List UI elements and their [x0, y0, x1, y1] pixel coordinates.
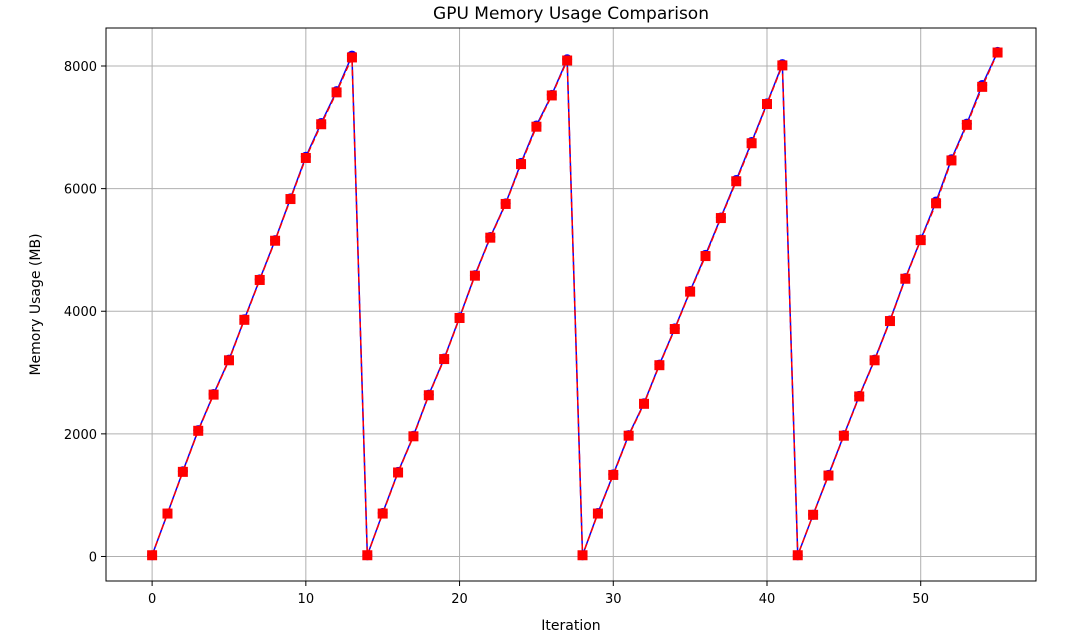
- x-tick-label: 20: [451, 592, 468, 607]
- series-2-point: [239, 314, 250, 325]
- series-2-point: [639, 398, 650, 409]
- series-2-point: [254, 274, 265, 285]
- series-2-point: [346, 52, 357, 63]
- series-2-point: [408, 431, 419, 442]
- y-tick-label: 4000: [64, 305, 97, 320]
- series-2-point: [746, 138, 757, 149]
- series-2-point: [439, 354, 450, 365]
- series-2-point: [300, 152, 311, 163]
- series-2-point: [592, 508, 603, 519]
- series-2-point: [777, 60, 788, 71]
- series-2-point: [270, 235, 281, 246]
- series-2-point: [854, 391, 865, 402]
- y-tick-label: 2000: [64, 428, 97, 443]
- x-tick-label: 50: [912, 592, 929, 607]
- series-2-point: [992, 47, 1003, 58]
- series-2-point: [685, 286, 696, 297]
- series-2-point: [393, 467, 404, 478]
- series-2-point: [362, 550, 373, 561]
- series-2-point: [485, 232, 496, 243]
- chart-title: GPU Memory Usage Comparison: [433, 4, 709, 24]
- x-axis-label: Iteration: [541, 618, 600, 634]
- series-2-point: [761, 99, 772, 110]
- series-2-point: [623, 430, 634, 441]
- y-tick-label: 6000: [64, 183, 97, 198]
- series-2-point: [577, 550, 588, 561]
- series-2-point: [516, 159, 527, 170]
- series-2-point: [377, 508, 388, 519]
- series-2-point: [562, 55, 573, 66]
- series-2-point: [500, 198, 511, 209]
- series-2-point: [531, 121, 542, 132]
- x-tick-label: 0: [148, 592, 156, 607]
- series-2-point: [162, 508, 173, 519]
- series-2-point: [915, 235, 926, 246]
- series-2-point: [208, 389, 219, 400]
- grid: [106, 28, 1036, 581]
- series-2-point: [654, 360, 665, 371]
- series-2-point: [731, 176, 742, 187]
- series-2-point: [931, 198, 942, 209]
- series-2-point: [946, 155, 957, 166]
- y-tick-label: 0: [89, 550, 97, 565]
- series-2-point: [715, 213, 726, 224]
- series-2-line: [151, 52, 999, 556]
- series-2-point: [469, 270, 480, 281]
- series-2-point: [792, 550, 803, 561]
- x-tick-label: 10: [298, 592, 315, 607]
- y-tick-label: 8000: [64, 60, 97, 75]
- series-2-point: [869, 355, 880, 366]
- series-2-point: [193, 425, 204, 436]
- series-2-point: [454, 312, 465, 323]
- series-2-point: [223, 355, 234, 366]
- series-2-point: [177, 466, 188, 477]
- y-axis-label: Memory Usage (MB): [28, 233, 44, 375]
- series-2-point: [669, 324, 680, 335]
- plot-frame: [105, 27, 1037, 582]
- series-2-point: [977, 81, 988, 92]
- x-tick-label: 40: [759, 592, 776, 607]
- series-2-point: [838, 430, 849, 441]
- series-2-point: [285, 194, 296, 205]
- series-layer: [147, 46, 1003, 561]
- series-2-point: [423, 390, 434, 401]
- series-2-point: [884, 316, 895, 327]
- ticks: 0 10 20 30 40 50 0 2000 4000 6000 8000: [64, 60, 929, 607]
- series-2-point: [961, 119, 972, 130]
- series-2-point: [700, 251, 711, 262]
- series-2-point: [823, 470, 834, 481]
- x-tick-label: 30: [605, 592, 622, 607]
- series-2-point: [608, 469, 619, 480]
- series-2-point: [900, 273, 911, 284]
- series-2-point: [331, 87, 342, 98]
- series-2-point: [316, 119, 327, 130]
- series-2-point: [808, 509, 819, 520]
- series-2: [147, 47, 1003, 561]
- series-2-point: [147, 550, 158, 561]
- series-2-point: [546, 90, 557, 101]
